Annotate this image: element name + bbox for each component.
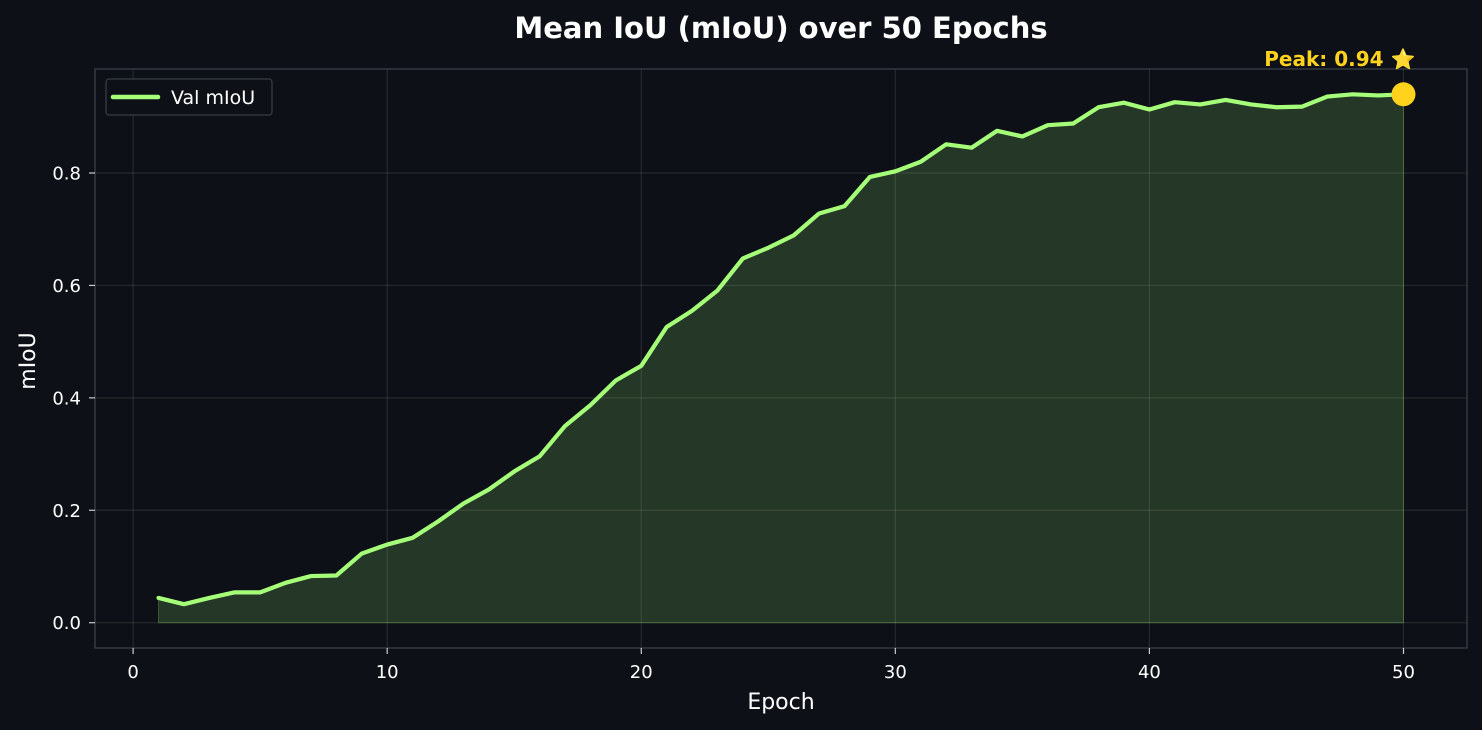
legend-box [105,78,273,116]
y-tick-label: 0.8 [52,163,81,184]
y-tick-label: 0.6 [52,276,81,297]
y-tick-label: 0.2 [52,501,81,522]
x-tick-label: 10 [376,662,399,683]
x-tick-label: 0 [127,662,138,683]
peak-label: Peak: 0.94 ⭐ [1264,47,1415,71]
annotations: Peak: 0.94 ⭐ [1264,47,1416,107]
chart-title: Mean IoU (mIoU) over 50 Epochs [514,11,1047,45]
x-tick-label: 30 [884,662,907,683]
y-tick-label: 0.4 [52,388,81,409]
x-axis-label: Epoch [747,690,814,715]
legend: Val mIoU [105,78,273,116]
y-tick-label: 0.0 [52,613,81,634]
series-line-group [156,92,1406,607]
series-line-val-miou [156,92,1406,607]
x-tick-label: 50 [1392,662,1415,683]
x-tick-label: 20 [630,662,653,683]
x-tick-label: 40 [1138,662,1161,683]
plot-border [94,68,1468,649]
x-axis-ticks: 0 10 20 30 40 50 [127,648,1415,683]
y-axis-ticks: 0.0 0.2 0.4 0.6 0.8 [52,163,95,634]
peak-marker [1391,82,1416,107]
y-axis-label: mIoU [16,332,41,389]
grid [95,69,1467,648]
plot-frame [94,68,1468,649]
legend-label-val-miou: Val mIoU [171,87,255,109]
